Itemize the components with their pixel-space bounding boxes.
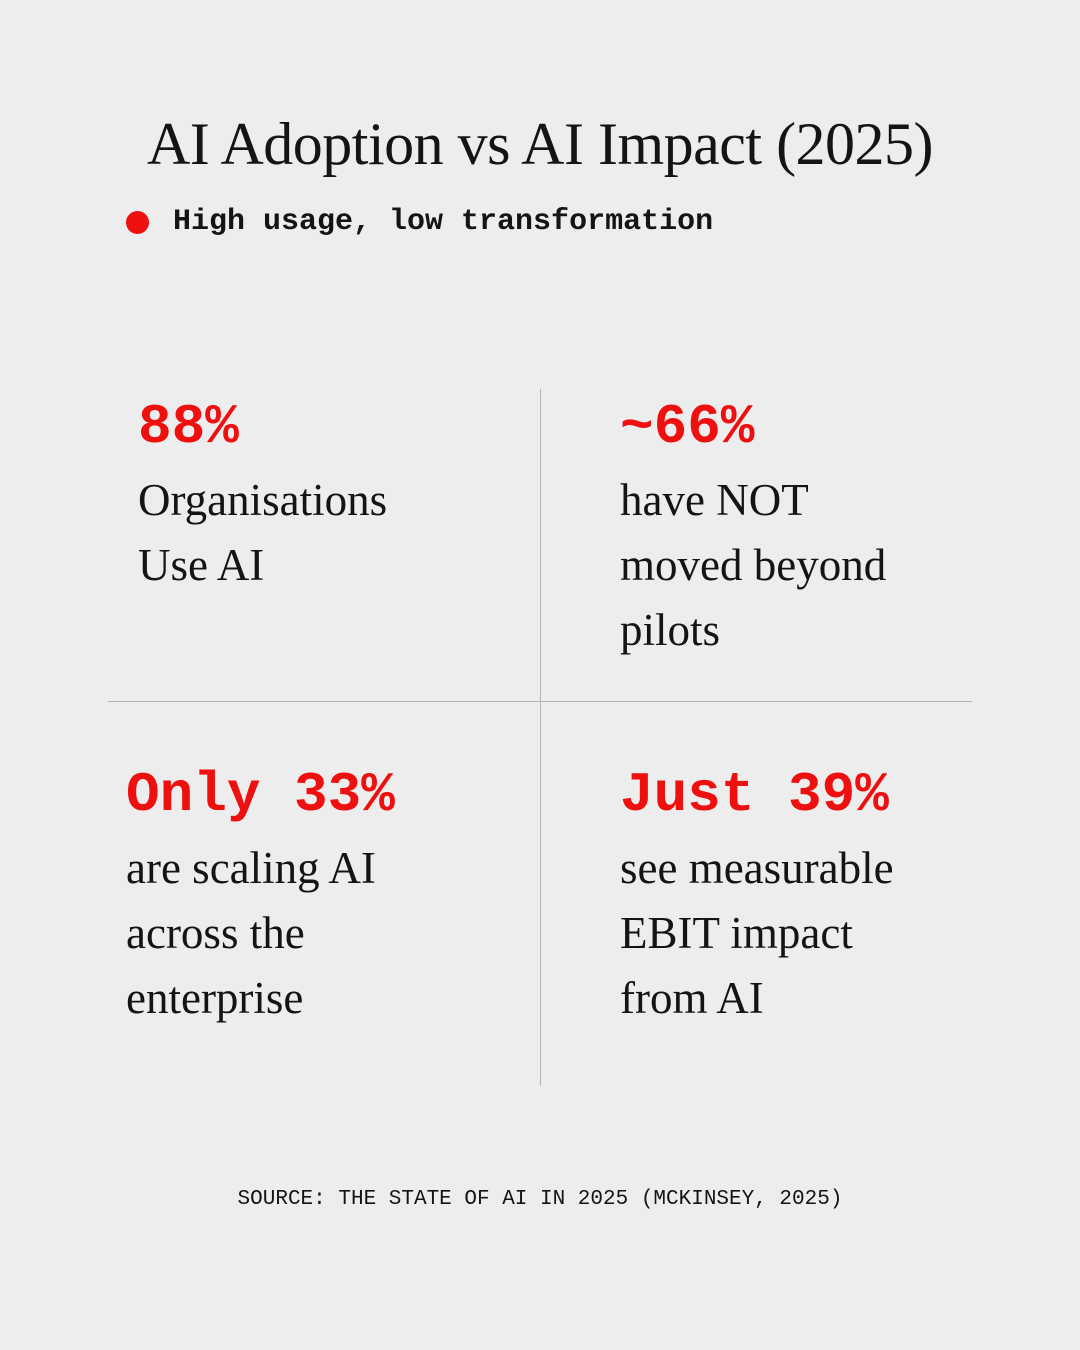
stat-value: Just 39%: [620, 763, 889, 827]
stat-value: ~66%: [620, 395, 755, 459]
stat-card-ebit: Just 39% see measurable EBIT impact from…: [620, 762, 894, 1031]
subtitle-row: High usage, low transformation: [126, 202, 713, 242]
stat-value: Only 33%: [126, 763, 395, 827]
page-title: AI Adoption vs AI Impact (2025): [146, 111, 934, 177]
red-dot-icon: [126, 210, 149, 234]
stat-card-scaling: Only 33% are scaling AI across the enter…: [126, 762, 395, 1031]
stat-value: 88%: [138, 395, 239, 459]
subtitle-text: High usage, low transformation: [173, 205, 714, 239]
stat-description: have NOT moved beyond pilots: [620, 475, 887, 655]
stat-card-adoption: 88% Organisations Use AI: [138, 394, 387, 598]
stat-description: are scaling AI across the enterprise: [126, 843, 376, 1023]
vertical-divider: [540, 389, 541, 1086]
stat-description: see measurable EBIT impact from AI: [620, 843, 894, 1023]
source-citation: SOURCE: THE STATE OF AI IN 2025 (MCKINSE…: [237, 1188, 843, 1211]
horizontal-divider: [108, 701, 972, 702]
stat-description: Organisations Use AI: [138, 475, 388, 590]
stat-card-pilots: ~66% have NOT moved beyond pilots: [620, 394, 886, 663]
